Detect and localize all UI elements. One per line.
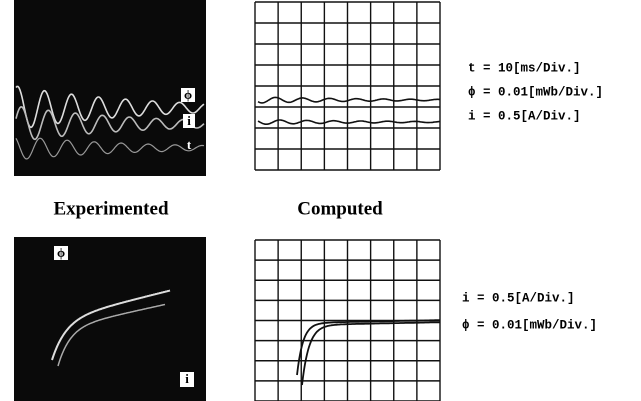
scale-label: ϕ = 0.01[mWb/Div.]: [462, 318, 597, 332]
scale-label: i = 0.5[A/Div.]: [468, 109, 581, 123]
scale-label: i = 0.5[A/Div.]: [462, 291, 575, 305]
scale-label: ϕ = 0.01[mWb/Div.]: [468, 85, 603, 99]
tag: t: [187, 137, 192, 152]
waveform: [258, 120, 440, 124]
waveform: [297, 320, 440, 375]
grid-top: [255, 2, 440, 170]
figure: ϕ i t ϕ i Experimented Computed t = 10[m…: [0, 0, 641, 401]
tag: ϕ: [57, 245, 65, 260]
caption: Experimented: [53, 198, 168, 219]
caption: Computed: [297, 198, 383, 219]
tag: ϕ: [184, 87, 192, 102]
waveform: [258, 97, 440, 103]
scope-photo-top: [14, 0, 206, 176]
page: body { margin: 0; background: #fff; font…: [0, 0, 641, 401]
scope-photo-bottom: [14, 237, 206, 401]
tag: i: [185, 371, 189, 386]
body: {"top_left": {"tags": ["ϕ", "i", "t"]}, …: [0, 0, 641, 401]
scale-label: t = 10[ms/Div.]: [468, 61, 581, 75]
tag: i: [187, 113, 191, 128]
